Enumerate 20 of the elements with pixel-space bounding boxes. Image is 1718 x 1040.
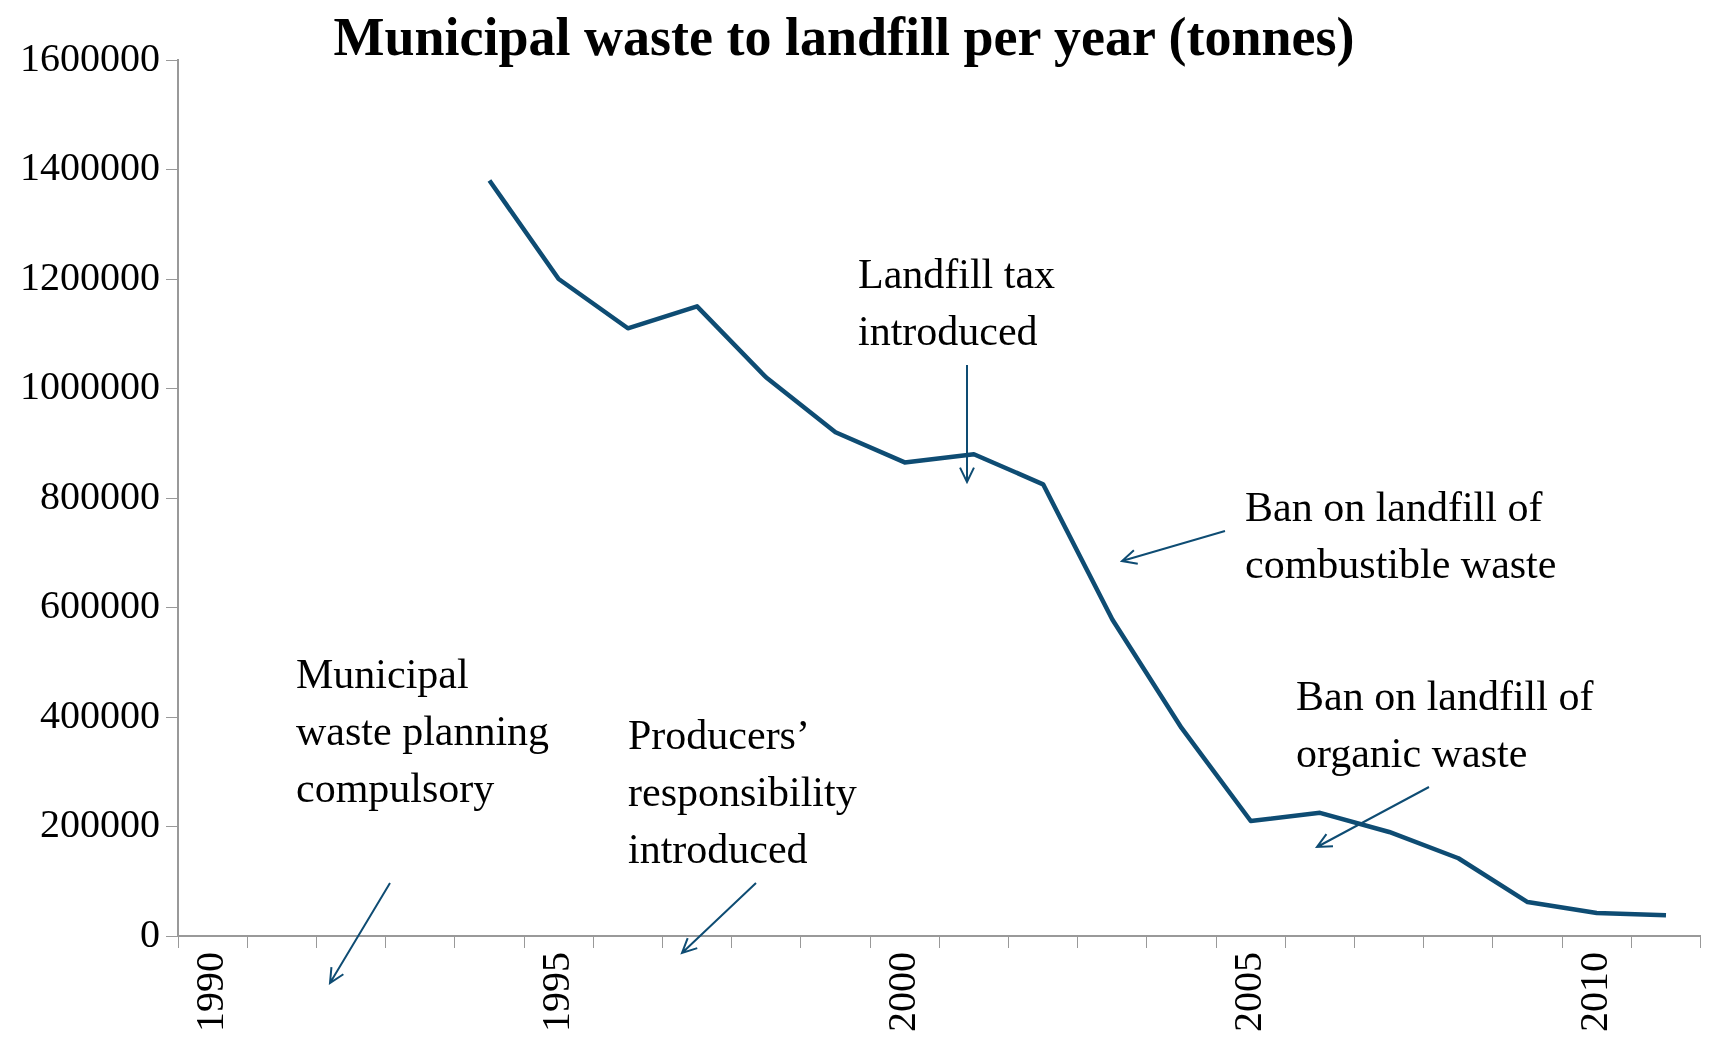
x-tick-label: 1995 (533, 952, 579, 1032)
y-tick-label: 0 (140, 910, 160, 956)
y-tick-label: 400000 (40, 691, 160, 737)
annotation: Municipal waste planning compulsory (296, 650, 551, 813)
x-tick-label: 2005 (1225, 952, 1271, 1032)
annotation: Producers’ responsibility introduced (628, 711, 858, 874)
y-tick-label: 1600000 (20, 34, 160, 80)
annotation: Ban on landfill of organic waste (1296, 672, 1595, 778)
annotation: Ban on landfill of combustible waste (1245, 483, 1558, 589)
x-tick-label: 1990 (187, 952, 233, 1032)
y-tick-label: 200000 (40, 801, 160, 846)
y-tick-label: 600000 (40, 582, 160, 627)
chart-title: Municipal waste to landfill per year (tonnes) (332, 6, 1356, 69)
annotation: Landfill tax introduced (858, 250, 1057, 356)
y-tick-label: 800000 (40, 472, 160, 518)
y-tick-label: 1400000 (20, 144, 160, 189)
x-tick-label: 2010 (1571, 952, 1617, 1032)
x-tick-label: 2000 (879, 952, 925, 1032)
y-tick-label: 1200000 (20, 253, 160, 299)
y-tick-label: 1000000 (20, 363, 160, 408)
